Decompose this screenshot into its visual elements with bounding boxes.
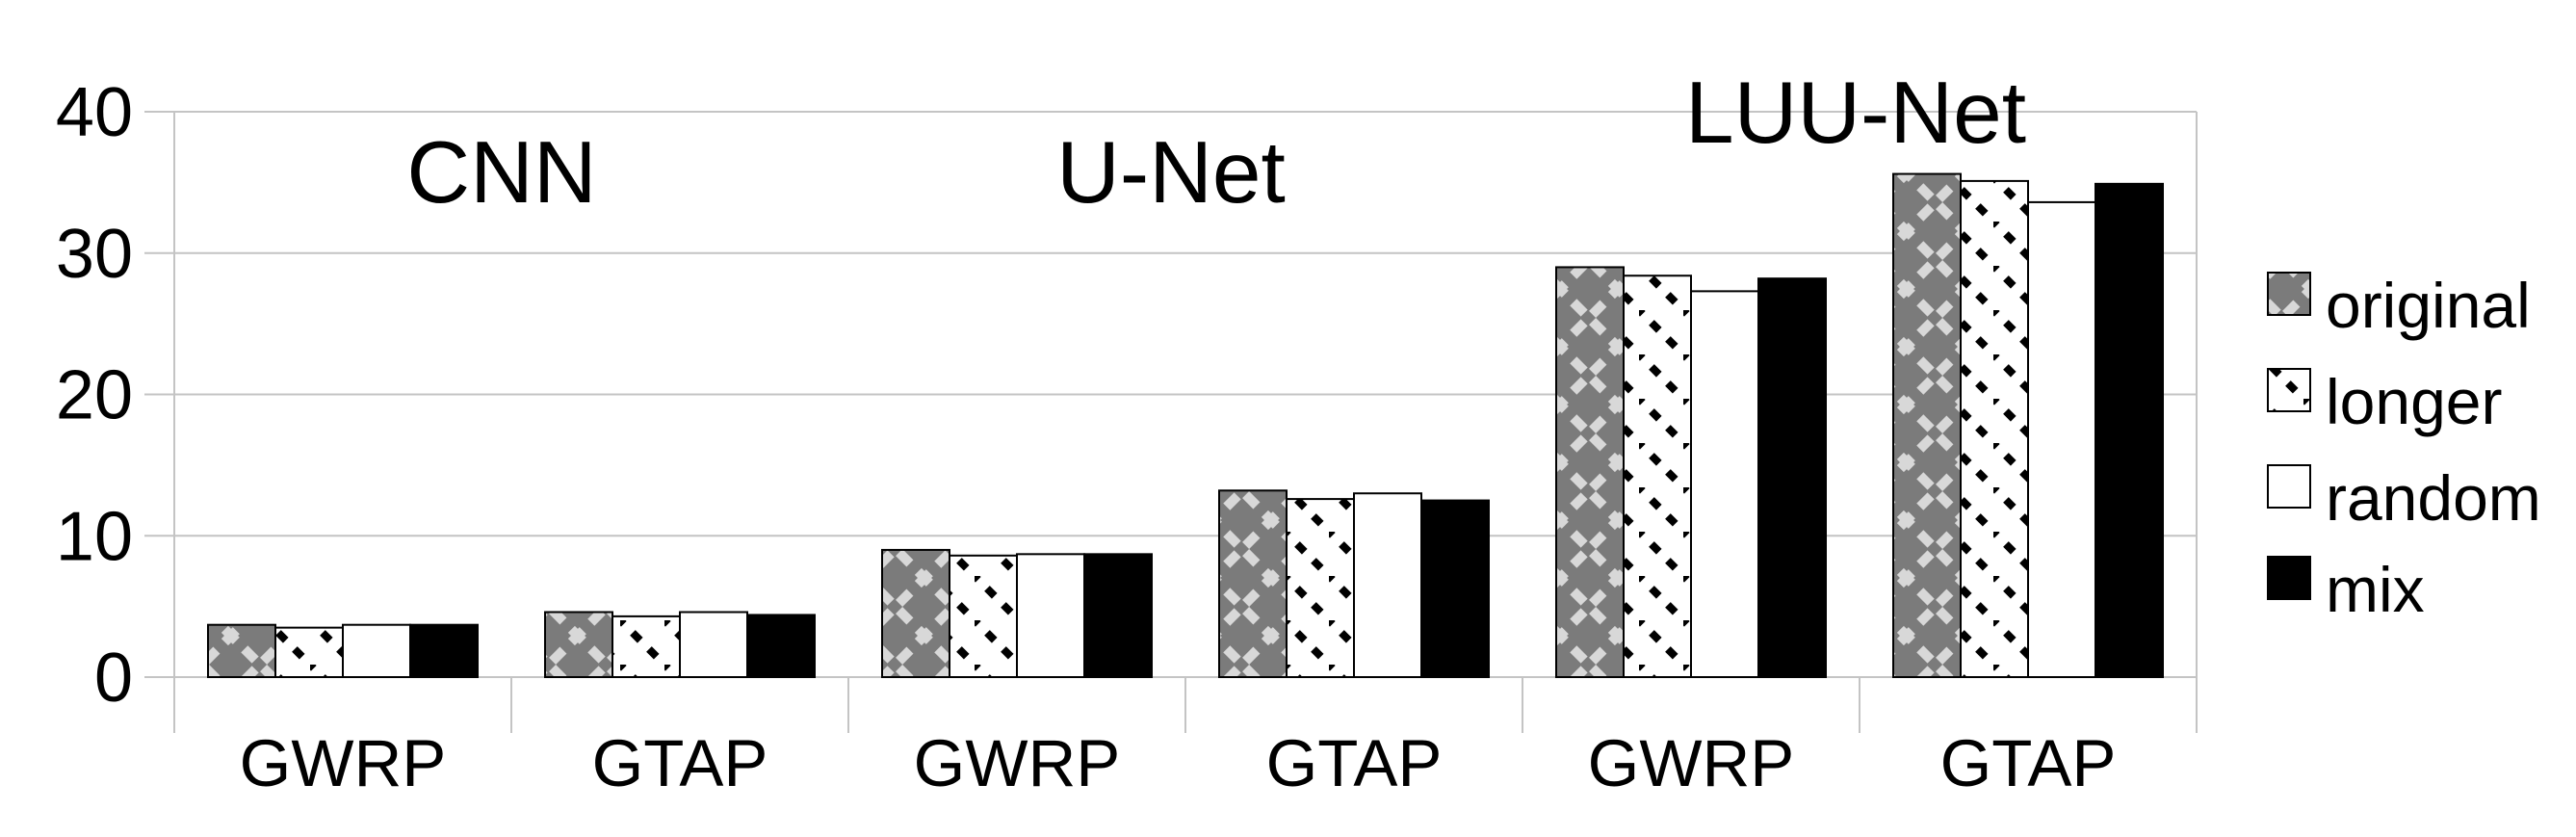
x-category-label-2: GWRP (914, 726, 1121, 800)
x-category-label-0: GWRP (240, 726, 447, 800)
bar-longer-luu-net-gwrp-value-28.4 (1623, 275, 1692, 678)
legend-item-mix: mix (2267, 554, 2425, 625)
bar-mix-u-net-gtap-value-12.5 (1420, 499, 1490, 678)
x-category-label-5: GTAP (1940, 726, 2117, 800)
x-category-label-1: GTAP (592, 726, 768, 800)
group-title-cnn: CNN (406, 124, 596, 222)
bar-longer-cnn-gwrp-value-3.5 (274, 626, 344, 679)
y-tick-label-40: 40 (56, 74, 133, 151)
bar-mix-luu-net-gtap-value-34.9 (2095, 182, 2164, 678)
bar-random-cnn-gwrp-value-3.7 (342, 623, 411, 679)
y-tick-label-20: 20 (56, 357, 133, 434)
legend-label-random: random (2326, 462, 2541, 534)
legend-label-mix: mix (2326, 554, 2425, 625)
bar-random-luu-net-gtap-value-33.6 (2027, 200, 2096, 678)
bar-longer-luu-net-gtap-value-35.1 (1960, 179, 2029, 679)
group-title-u-net: U-Net (1056, 124, 1286, 222)
axis-labels: 0 10 20 30 40 GWRP GTAP GWRP GTAP GWRP GTAP (56, 74, 2116, 800)
bar-mix-cnn-gtap-value-4.4 (746, 614, 816, 678)
bar-random-luu-net-gwrp-value-27.3 (1690, 290, 1759, 678)
bar-random-u-net-gwrp-value-8.7 (1016, 553, 1085, 679)
y-tick-label-30: 30 (56, 216, 133, 293)
legend-label-longer: longer (2326, 366, 2502, 437)
bar-random-u-net-gtap-value-13 (1353, 492, 1422, 678)
gridlines (144, 111, 2198, 733)
x-category-label-4: GWRP (1588, 726, 1795, 800)
legend-swatch-random (2267, 464, 2311, 509)
group-titles: CNN U-Net LUU-Net (406, 65, 2026, 222)
bar-mix-luu-net-gwrp-value-28.2 (1757, 277, 1827, 678)
legend-swatch-original (2267, 272, 2311, 316)
legend-label-original: original (2326, 270, 2531, 341)
y-tick-label-0: 0 (94, 640, 133, 717)
bar-original-u-net-gwrp-value-9 (881, 548, 950, 678)
bar-mix-u-net-gwrp-value-8.7 (1083, 553, 1153, 679)
legend-item-longer: longer (2267, 366, 2502, 437)
bar-original-luu-net-gwrp-value-29 (1555, 266, 1625, 678)
bar-mix-cnn-gwrp-value-3.7 (409, 623, 479, 679)
legend-swatch-mix (2267, 556, 2311, 600)
x-category-label-3: GTAP (1266, 726, 1443, 800)
group-title-luu-net: LUU-Net (1685, 65, 2026, 162)
bar-random-cnn-gtap-value-4.6 (679, 611, 748, 678)
bar-original-luu-net-gtap-value-35.6 (1892, 172, 1962, 678)
bar-original-cnn-gwrp-value-3.7 (207, 623, 276, 679)
legend-swatch-longer (2267, 368, 2311, 412)
bar-longer-u-net-gwrp-value-8.6 (949, 554, 1018, 678)
bar-original-cnn-gtap-value-4.6 (544, 611, 613, 678)
legend-item-random: random (2267, 462, 2541, 534)
bar-longer-u-net-gtap-value-12.6 (1286, 498, 1355, 678)
y-tick-label-10: 10 (56, 498, 133, 575)
legend: original longer random mix (2267, 270, 2541, 625)
bar-longer-cnn-gtap-value-4.3 (611, 615, 681, 679)
bar-original-u-net-gtap-value-13.2 (1218, 489, 1288, 679)
legend-item-original: original (2267, 270, 2531, 341)
bars (207, 172, 2164, 679)
